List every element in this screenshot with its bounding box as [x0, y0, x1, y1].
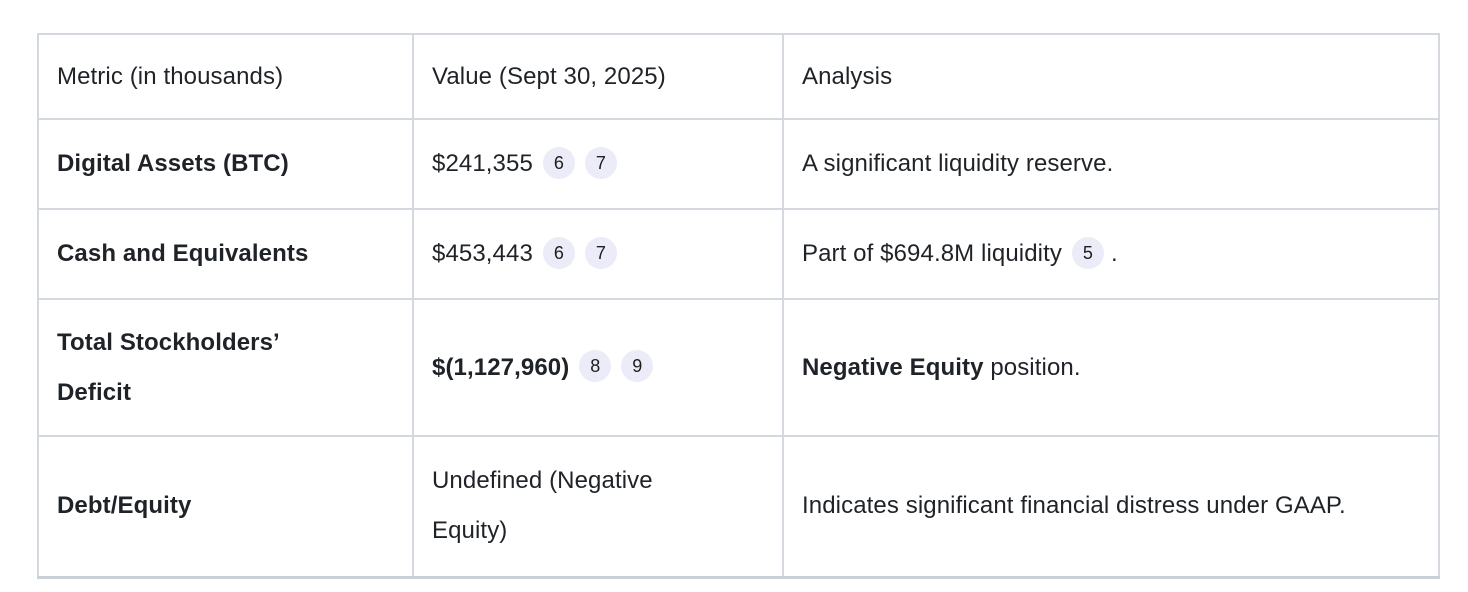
table-header-row: Metric (in thousands) Value (Sept 30, 20…: [37, 33, 1440, 120]
metric-label: Cash and Equivalents: [37, 208, 414, 300]
metric-text: Total Stockholders’ Deficit: [57, 328, 279, 406]
metric-text: Debt/Equity: [57, 492, 192, 520]
metric-label: Debt/Equity: [37, 435, 414, 579]
table-row: Total Stockholders’ Deficit $(1,127,960)…: [37, 298, 1440, 437]
citation-badge[interactable]: 8: [579, 350, 612, 383]
page: Metric (in thousands) Value (Sept 30, 20…: [0, 33, 1468, 592]
citation-badge[interactable]: 7: [584, 236, 617, 269]
analysis-text: Indicates significant financial distress…: [802, 492, 1346, 520]
analysis-text: Part of $694.8M liquidity: [802, 240, 1062, 267]
value-text: Undefined (Negative Equity): [432, 467, 653, 545]
analysis-cell: A significant liquidity reserve.: [782, 118, 1440, 210]
financial-metrics-table: Metric (in thousands) Value (Sept 30, 20…: [37, 33, 1440, 579]
metric-label: Total Stockholders’ Deficit: [37, 298, 414, 437]
metric-text: Cash and Equivalents: [57, 240, 309, 267]
metric-label: Digital Assets (BTC): [37, 118, 414, 210]
analysis-suffix: .: [1110, 240, 1118, 267]
table-row: Debt/Equity Undefined (Negative Equity) …: [37, 435, 1440, 579]
analysis-text: A significant liquidity reserve.: [802, 150, 1114, 177]
citation-badge[interactable]: 7: [584, 146, 617, 179]
value-cell: $453,443 6 7: [412, 208, 784, 300]
citation-badge[interactable]: 9: [621, 350, 654, 383]
column-header-value: Value (Sept 30, 2025): [412, 33, 784, 120]
citation-badge[interactable]: 6: [542, 236, 575, 269]
value-cell: $(1,127,960) 8 9: [412, 298, 784, 437]
analysis-bold-text: Negative Equity: [802, 353, 984, 381]
analysis-cell: Negative Equity position.: [782, 298, 1440, 437]
column-header-analysis: Analysis: [782, 33, 1440, 120]
analysis-cell: Part of $694.8M liquidity 5.: [782, 208, 1440, 300]
citation-badge[interactable]: 5: [1071, 236, 1104, 269]
value-cell: $241,355 6 7: [412, 118, 784, 210]
analysis-cell: Indicates significant financial distress…: [782, 435, 1440, 579]
metric-text: Digital Assets (BTC): [57, 150, 289, 177]
value-text: $(1,127,960): [432, 353, 570, 381]
citation-badge[interactable]: 6: [542, 146, 575, 179]
analysis-text: position.: [983, 353, 1081, 381]
value-cell: Undefined (Negative Equity): [412, 435, 784, 579]
value-text: $453,443: [432, 240, 533, 267]
value-text: $241,355: [432, 150, 533, 177]
table-row: Cash and Equivalents $453,443 6 7 Part of …: [37, 208, 1440, 300]
column-header-metric: Metric (in thousands): [37, 33, 414, 120]
table-row: Digital Assets (BTC) $241,355 6 7 A signif…: [37, 118, 1440, 210]
